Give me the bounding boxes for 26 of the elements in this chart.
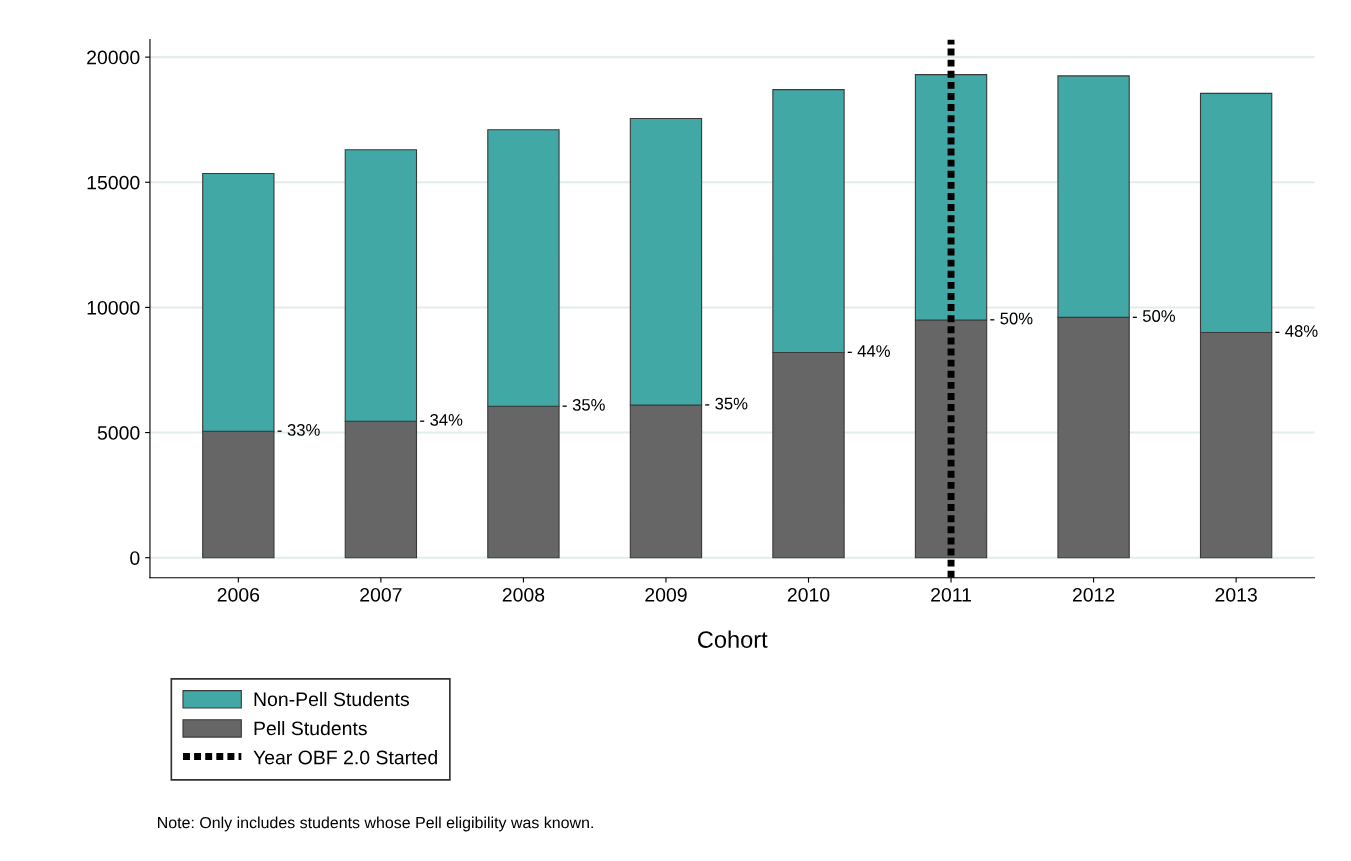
x-tick-label: 2008 xyxy=(502,587,545,602)
y-tick-label: 0 xyxy=(130,551,140,565)
x-tick-label: 2012 xyxy=(1072,587,1115,602)
annotation: - 34% xyxy=(420,413,463,426)
x-tick-label: 2006 xyxy=(217,587,260,602)
legend-label: Year OBF 2.0 Started xyxy=(253,750,437,765)
annotation: - 48% xyxy=(1275,325,1318,337)
x-tick-label: 2011 xyxy=(931,587,972,602)
y-tick-label: 10000 xyxy=(87,300,140,315)
y-tick-label: 5000 xyxy=(97,426,140,440)
annotation: - 44% xyxy=(847,345,890,357)
annotation: - 35% xyxy=(705,397,748,410)
x-tick-label: 2009 xyxy=(645,587,687,602)
annotation: - 50% xyxy=(1132,310,1176,322)
text: Note: Only includes students whose Pell eligibility was known. xyxy=(158,816,593,832)
x-tick-label: 2013 xyxy=(1215,587,1257,602)
y-tick-label: 15000 xyxy=(87,175,140,190)
legend-label: Non-Pell Students xyxy=(254,691,410,707)
x-axis-title: Cohort xyxy=(698,630,768,648)
annotation: - 50% xyxy=(990,312,1033,325)
x-tick-label: 2010 xyxy=(787,587,830,602)
annotation: - 33% xyxy=(277,423,320,436)
annotation: - 35% xyxy=(562,398,605,411)
x-tick-label: 2007 xyxy=(360,587,402,602)
legend-label: Pell Students xyxy=(254,720,367,736)
y-tick-label: 20000 xyxy=(87,50,140,65)
